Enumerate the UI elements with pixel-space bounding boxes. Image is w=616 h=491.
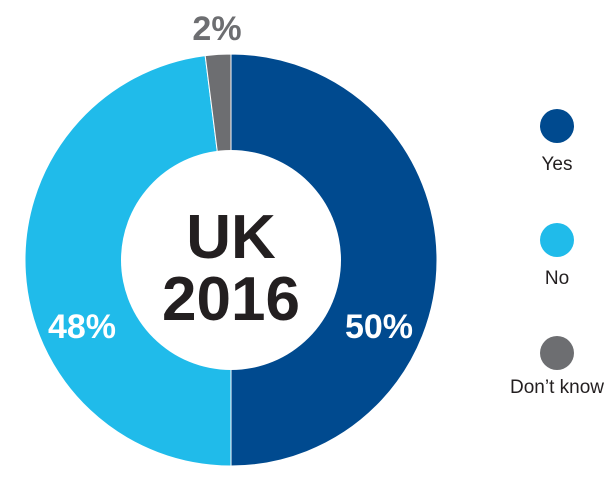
- center-label-line-1: UK: [186, 203, 276, 272]
- legend-label-yes: Yes: [542, 154, 573, 175]
- slice-label-yes: 50%: [345, 308, 413, 346]
- slice-label-no: 48%: [48, 308, 116, 346]
- legend-swatch-yes: [540, 109, 574, 143]
- slice-label-dont-know: 2%: [192, 10, 241, 48]
- center-label-line-2: 2016: [162, 265, 300, 334]
- legend-label-dont-know: Don’t know: [510, 377, 604, 398]
- legend-swatch-dont-know: [540, 336, 574, 370]
- donut-hole: [121, 150, 341, 370]
- legend-swatch-no: [540, 223, 574, 257]
- legend-label-no: No: [545, 268, 569, 289]
- legend: Yes No Don’t know: [510, 109, 604, 398]
